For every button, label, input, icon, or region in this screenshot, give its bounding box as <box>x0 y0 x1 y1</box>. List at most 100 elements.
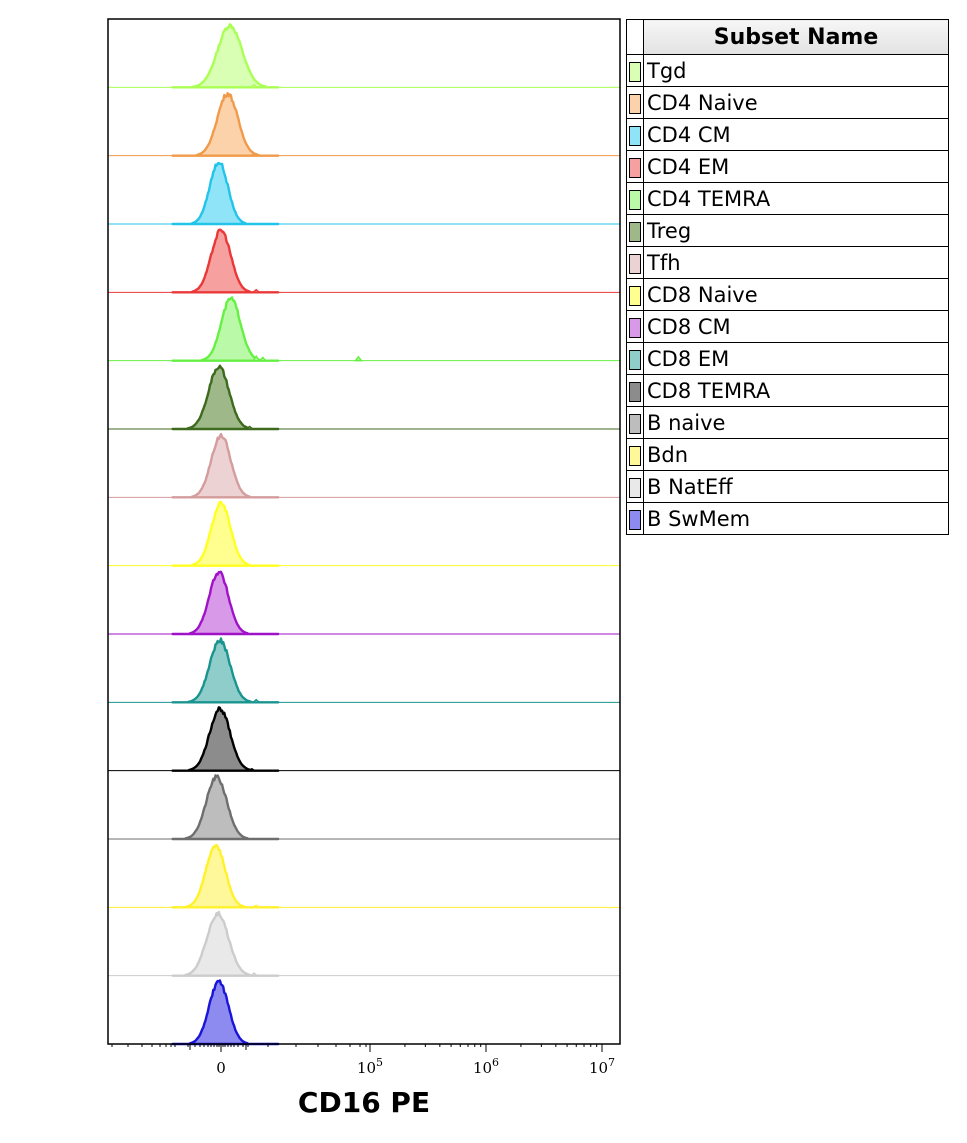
legend-label: CD8 TEMRA <box>643 374 949 407</box>
legend-swatch <box>629 413 641 434</box>
legend: Subset Name Tgd CD4 Naive CD4 CM CD4 EM CD4 … <box>626 19 949 535</box>
histogram-cd8-naive <box>108 500 620 567</box>
legend-label: CD8 EM <box>643 342 949 375</box>
legend-row: CD8 TEMRA <box>626 374 949 407</box>
legend-row: Tgd <box>626 54 949 87</box>
histogram-outlier <box>251 288 262 294</box>
histogram-bdn <box>108 844 620 909</box>
legend-swatch <box>629 381 641 402</box>
histogram-b-naive <box>108 774 620 841</box>
histogram-peak <box>171 364 280 431</box>
histogram-b-nateff <box>108 910 620 977</box>
legend-label: Treg <box>643 214 949 247</box>
legend-swatch <box>629 285 641 306</box>
histogram-tfh <box>108 432 620 499</box>
legend-row: CD8 CM <box>626 310 949 343</box>
histogram-peak <box>171 161 280 226</box>
legend-swatch <box>629 157 641 178</box>
legend-swatch-cell <box>626 246 644 279</box>
histogram-outlier <box>250 904 262 909</box>
legend-swatch-cell <box>626 54 644 87</box>
legend-swatch-cell <box>626 310 644 343</box>
legend-swatch <box>629 509 641 530</box>
legend-swatch-cell <box>626 470 644 503</box>
histogram-cd4-cm <box>108 161 620 226</box>
legend-header-row: Subset Name <box>626 19 949 55</box>
legend-swatch-cell <box>626 342 644 375</box>
x-tick-label: 106 <box>473 1056 499 1077</box>
legend-row: CD4 Naive <box>626 86 949 119</box>
histogram-cd8-temra <box>108 706 620 772</box>
legend-label: B NatEff <box>643 470 949 503</box>
histogram-peak <box>171 706 280 772</box>
legend-swatch <box>629 477 641 498</box>
histogram-outlier <box>248 83 260 89</box>
legend-row: Bdn <box>626 438 949 471</box>
histogram-peak <box>171 910 280 977</box>
legend-row: B naive <box>626 406 949 439</box>
legend-label: B SwMem <box>643 502 949 535</box>
legend-swatch-cell <box>626 278 644 311</box>
legend-swatch-cell <box>626 374 644 407</box>
x-axis: 0 105 106 107 <box>111 1044 615 1077</box>
legend-label: Bdn <box>643 438 949 471</box>
legend-swatch <box>629 125 641 146</box>
histogram-outlier <box>259 85 267 89</box>
legend-label: CD8 Naive <box>643 278 949 311</box>
histogram-outlier <box>251 354 261 362</box>
legend-swatch-cell <box>626 86 644 119</box>
x-tick-label: 105 <box>357 1056 383 1077</box>
legend-row: CD4 TEMRA <box>626 182 949 215</box>
legend-row: Tfh <box>626 246 949 279</box>
histogram-peak <box>171 23 280 89</box>
legend-row: CD8 EM <box>626 342 949 375</box>
legend-label: Tfh <box>643 246 949 279</box>
histogram-peak <box>171 844 280 909</box>
x-tick-label: 107 <box>589 1056 615 1077</box>
legend-label: CD4 Naive <box>643 86 949 119</box>
legend-label: CD8 CM <box>643 310 949 343</box>
legend-swatch <box>629 445 641 466</box>
legend-swatch-cell <box>626 502 644 535</box>
histogram-cd4-em <box>108 228 620 294</box>
legend-swatch-cell <box>626 406 644 439</box>
legend-row: B NatEff <box>626 470 949 503</box>
histogram-cd4-temra <box>108 296 620 362</box>
histogram-outlier <box>244 425 255 430</box>
legend-row: CD4 CM <box>626 118 949 151</box>
histogram-treg <box>108 364 620 431</box>
histogram-peak <box>171 92 280 157</box>
legend-swatch-cell <box>626 182 644 215</box>
histogram-cd8-em <box>108 637 620 704</box>
legend-label: Tgd <box>643 54 949 87</box>
legend-row: B SwMem <box>626 502 949 535</box>
legend-row: CD4 EM <box>626 150 949 183</box>
legend-swatch <box>629 93 641 114</box>
histogram-outlier <box>246 767 258 772</box>
legend-swatch <box>629 61 641 82</box>
legend-swatch-cell <box>626 214 644 247</box>
legend-swatch <box>629 317 641 338</box>
legend-row: Treg <box>626 214 949 247</box>
histogram-cd8-cm <box>108 570 620 636</box>
histogram-peak <box>171 432 280 499</box>
histogram-outlier <box>248 972 260 977</box>
legend-label: B naive <box>643 406 949 439</box>
histogram-outlier <box>353 355 363 362</box>
legend-label: CD4 TEMRA <box>643 182 949 215</box>
x-axis-label: CD16 PE <box>297 1086 431 1119</box>
legend-label: CD4 EM <box>643 150 949 183</box>
histogram-peak <box>171 296 280 362</box>
histogram-peak <box>171 774 280 841</box>
legend-title: Subset Name <box>643 19 949 55</box>
histogram-outlier <box>251 698 262 704</box>
histogram-lanes <box>108 23 620 1046</box>
legend-swatch-cell <box>626 118 644 151</box>
histogram-peak <box>171 570 280 636</box>
x-tick-label: 0 <box>216 1059 226 1077</box>
histogram-outlier <box>258 356 268 362</box>
legend-swatch <box>629 253 641 274</box>
histogram-b-swmem <box>108 979 620 1046</box>
legend-swatch-cell <box>626 150 644 183</box>
